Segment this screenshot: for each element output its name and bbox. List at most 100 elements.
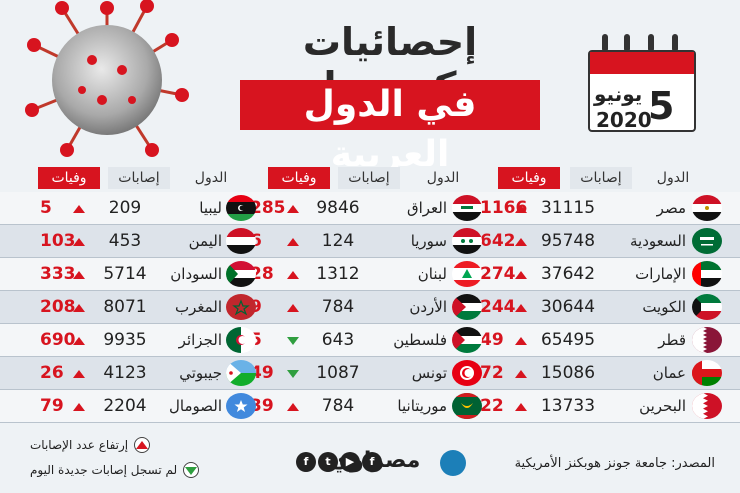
masrawy-logo-icon xyxy=(440,450,466,476)
trend-up-icon xyxy=(287,403,299,411)
cases-value: 8071 xyxy=(103,297,147,317)
facebook-icon[interactable]: f xyxy=(296,452,316,472)
deaths-value: 5 xyxy=(250,324,290,357)
trend-up-icon xyxy=(73,271,85,279)
trend-up-icon xyxy=(515,370,527,378)
tunisia-flag-icon xyxy=(452,360,482,386)
trend-up-icon xyxy=(73,205,85,213)
oman-flag-icon xyxy=(692,360,722,386)
deaths-value: 690 xyxy=(40,330,76,350)
cases-value: 9846 xyxy=(316,198,360,218)
trend-down-icon xyxy=(287,370,299,378)
lebanon-flag-icon xyxy=(452,261,482,287)
country-name: السعودية xyxy=(629,232,686,250)
row-band xyxy=(0,291,740,324)
cases-value: 9935 xyxy=(103,330,147,350)
trend-up-icon xyxy=(73,370,85,378)
country-name: لبنان xyxy=(417,265,447,283)
row-divider xyxy=(0,422,740,423)
trend-up-icon xyxy=(515,238,527,246)
cases-value: 4123 xyxy=(103,363,147,383)
deaths-value: 26 xyxy=(40,363,64,383)
row-divider xyxy=(0,323,740,324)
header-deaths: وفيات xyxy=(38,167,100,189)
deaths-value: 72 xyxy=(480,363,504,383)
cases-value: 784 xyxy=(321,297,355,317)
trend-down-icon xyxy=(287,337,299,345)
libya-flag-icon xyxy=(226,195,256,221)
header-cases: إصابات xyxy=(108,167,170,189)
qatar-flag-icon xyxy=(692,327,722,353)
yemen-flag-icon xyxy=(226,228,256,254)
trend-up-icon xyxy=(287,205,299,213)
country-name: السودان xyxy=(170,265,222,283)
country-name: سوريا xyxy=(410,232,447,250)
legend-down-label: لم تسجل إصابات جديدة اليوم xyxy=(30,463,178,477)
kuwait-flag-icon xyxy=(692,294,722,320)
cases-value: 453 xyxy=(108,231,142,251)
deaths-value: 103 xyxy=(40,231,76,251)
saudi-flag-icon xyxy=(692,228,722,254)
morocco-flag-icon xyxy=(226,294,256,320)
trend-up-icon xyxy=(73,337,85,345)
syria-flag-icon xyxy=(452,228,482,254)
cases-value: 2204 xyxy=(103,396,147,416)
header-cases: إصابات xyxy=(570,167,632,189)
trend-up-icon xyxy=(73,238,85,246)
country-name: الأردن xyxy=(409,298,447,316)
egypt-flag-icon xyxy=(692,195,722,221)
deaths-value: 642 xyxy=(480,231,516,251)
country-name: الكويت xyxy=(642,298,686,316)
djibouti-flag-icon xyxy=(226,360,256,386)
header-country: الدول xyxy=(656,170,690,186)
country-name: البحرين xyxy=(639,397,686,415)
header-country: الدول xyxy=(194,170,228,186)
mauritania-flag-icon xyxy=(452,393,482,419)
page-subtitle: في الدول العربية xyxy=(240,80,540,175)
cases-value: 31115 xyxy=(540,198,596,218)
deaths-value: 28 xyxy=(250,264,274,284)
trend-up-icon xyxy=(515,271,527,279)
header-country: الدول xyxy=(426,170,460,186)
row-band xyxy=(0,258,740,291)
deaths-value: 22 xyxy=(480,396,504,416)
row-band xyxy=(0,192,740,225)
cases-value: 15086 xyxy=(540,363,596,383)
palestine-flag-icon xyxy=(452,327,482,353)
cases-value: 30644 xyxy=(540,297,596,317)
deaths-value: 333 xyxy=(40,264,76,284)
deaths-value: 49 xyxy=(250,363,274,383)
row-band xyxy=(0,324,740,357)
country-name: موريتانيا xyxy=(397,397,447,415)
somalia-flag-icon xyxy=(226,393,256,419)
country-name: ليبيا xyxy=(199,199,222,217)
country-name: الجزائر xyxy=(178,331,222,349)
deaths-value: 285 xyxy=(250,198,286,218)
deaths-value: 79 xyxy=(40,396,64,416)
country-name: عمان xyxy=(652,364,686,382)
country-name: العراق xyxy=(406,199,447,217)
trend-up-icon xyxy=(73,304,85,312)
country-name: الصومال xyxy=(169,397,222,415)
trend-up-icon xyxy=(515,205,527,213)
row-divider xyxy=(0,389,740,390)
country-name: الإمارات xyxy=(635,265,686,283)
row-divider xyxy=(0,257,740,258)
uae-flag-icon xyxy=(692,261,722,287)
cases-value: 13733 xyxy=(540,396,596,416)
youtube-icon[interactable]: ▶ xyxy=(340,452,360,472)
header-deaths: وفيات xyxy=(498,167,560,189)
trend-up-icon xyxy=(515,403,527,411)
sudan-flag-icon xyxy=(226,261,256,287)
country-name: اليمن xyxy=(188,232,222,250)
calendar-day: 5 xyxy=(648,84,675,128)
cases-value: 209 xyxy=(108,198,142,218)
country-name: مصر xyxy=(656,199,686,217)
facebook-alt-icon[interactable]: f xyxy=(362,452,382,472)
legend-up: إرتفاع عدد الإصابات xyxy=(30,437,151,453)
twitter-icon[interactable]: t xyxy=(318,452,338,472)
calendar-month: يونيو xyxy=(594,82,643,106)
trend-up-icon xyxy=(287,238,299,246)
iraq-flag-icon xyxy=(452,195,482,221)
